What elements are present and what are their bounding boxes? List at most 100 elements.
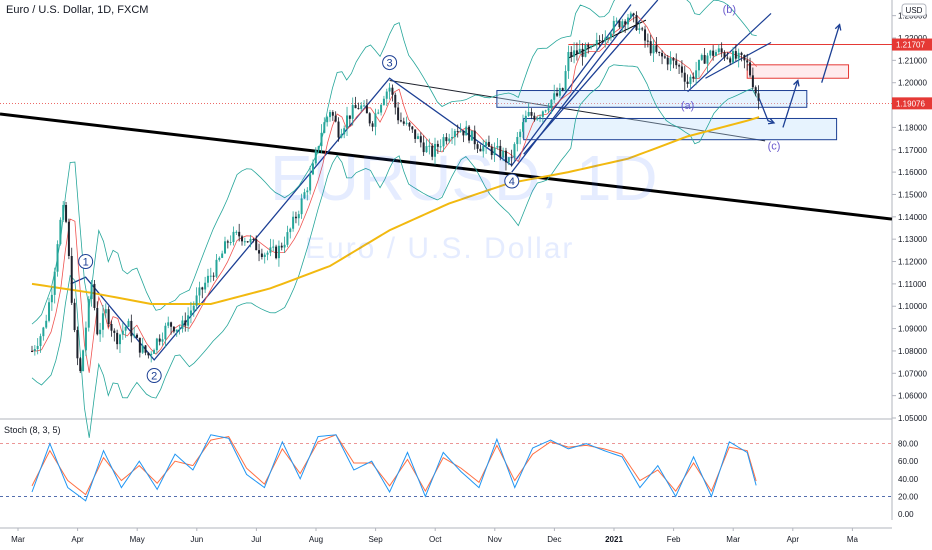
candle <box>189 301 192 324</box>
candle <box>170 321 173 335</box>
candle <box>93 280 96 311</box>
candle <box>283 236 286 254</box>
candle-body <box>561 88 564 91</box>
candle-body <box>263 254 266 257</box>
candle-body <box>133 334 136 337</box>
watermark-symbol: EURUSD, 1D <box>270 142 658 214</box>
candle-body <box>578 48 581 55</box>
candle <box>215 253 218 279</box>
candle-body <box>229 242 232 244</box>
candle <box>326 115 329 127</box>
candle-body <box>749 62 752 76</box>
candle <box>76 326 79 366</box>
candle <box>292 211 295 232</box>
candle <box>451 128 454 145</box>
candle-body <box>175 329 178 332</box>
candle-body <box>360 105 363 109</box>
candle-body <box>198 287 201 296</box>
candle <box>70 247 73 305</box>
x-tick-label: Sep <box>368 535 383 544</box>
candle <box>632 12 635 23</box>
candle-body <box>448 138 451 142</box>
candle-body <box>289 228 292 233</box>
candle <box>118 333 121 353</box>
candle-body <box>286 232 289 245</box>
candle <box>541 110 544 124</box>
candle-body <box>485 141 488 147</box>
candle-body <box>297 214 300 219</box>
candle <box>717 43 720 55</box>
candle <box>67 218 70 260</box>
candle <box>658 51 661 57</box>
candle <box>644 25 647 48</box>
candle-body <box>408 122 411 127</box>
wave-circle <box>78 254 94 270</box>
candle-body <box>706 55 709 64</box>
candle-body <box>405 122 408 124</box>
candle <box>547 102 550 114</box>
candle <box>351 97 354 126</box>
candle-body <box>632 13 635 15</box>
currency-badge[interactable]: USD <box>901 3 927 17</box>
candle-body <box>354 105 357 109</box>
candle <box>595 32 598 53</box>
candle-body <box>93 283 96 308</box>
candle <box>686 74 689 88</box>
candle-body <box>283 244 286 248</box>
candle <box>709 49 712 59</box>
candle <box>714 49 717 57</box>
y-tick-label: 1.06000 <box>898 392 927 401</box>
candle <box>507 157 510 166</box>
candle <box>33 345 36 356</box>
candle-body <box>567 52 570 72</box>
candle <box>504 147 507 171</box>
candle <box>164 322 167 348</box>
candle <box>675 53 678 69</box>
candle-body <box>754 87 757 94</box>
candle <box>723 50 726 61</box>
y-tick-label: 1.21000 <box>898 56 927 65</box>
candle-body <box>689 76 692 84</box>
candle <box>201 286 204 299</box>
time-axis[interactable]: Mar Apr May Jun Jul Aug Sep Oct Nov Dec 2021 Feb Mar… <box>11 528 859 544</box>
candle <box>720 42 723 58</box>
candle <box>87 296 90 332</box>
candle <box>609 30 612 42</box>
candle-body <box>130 320 133 337</box>
candle-body <box>113 330 116 333</box>
candle-body <box>235 231 238 233</box>
candle <box>289 227 292 239</box>
candle <box>425 139 428 153</box>
candle <box>550 99 553 114</box>
candle <box>218 256 221 262</box>
candle <box>422 135 425 156</box>
candle <box>757 85 760 110</box>
candle <box>84 321 87 357</box>
candle <box>479 144 482 152</box>
candle-body <box>67 221 70 257</box>
candle-body <box>314 150 317 164</box>
wave-label: (a) <box>681 100 694 112</box>
candle-body <box>218 257 221 260</box>
arrow-up-1 <box>782 80 799 128</box>
candle <box>669 51 672 72</box>
candle-body <box>553 93 556 100</box>
y-tick-label: 1.14000 <box>898 213 927 222</box>
candle-body <box>292 216 295 229</box>
candle <box>277 240 280 267</box>
candle-body <box>255 238 258 251</box>
candle <box>539 114 542 123</box>
candle-body <box>592 44 595 46</box>
candle-body <box>649 41 652 54</box>
candle-body <box>249 238 252 243</box>
candle-body <box>451 136 454 139</box>
candle <box>161 332 164 346</box>
price-axis[interactable]: 1.230001.220001.210001.200001.190001.180… <box>892 12 932 423</box>
candle <box>470 130 473 141</box>
x-tick-label: 2021 <box>605 535 623 544</box>
candle <box>519 129 522 145</box>
candle <box>138 337 141 358</box>
candle-body <box>116 332 119 345</box>
candle-body <box>683 72 686 82</box>
